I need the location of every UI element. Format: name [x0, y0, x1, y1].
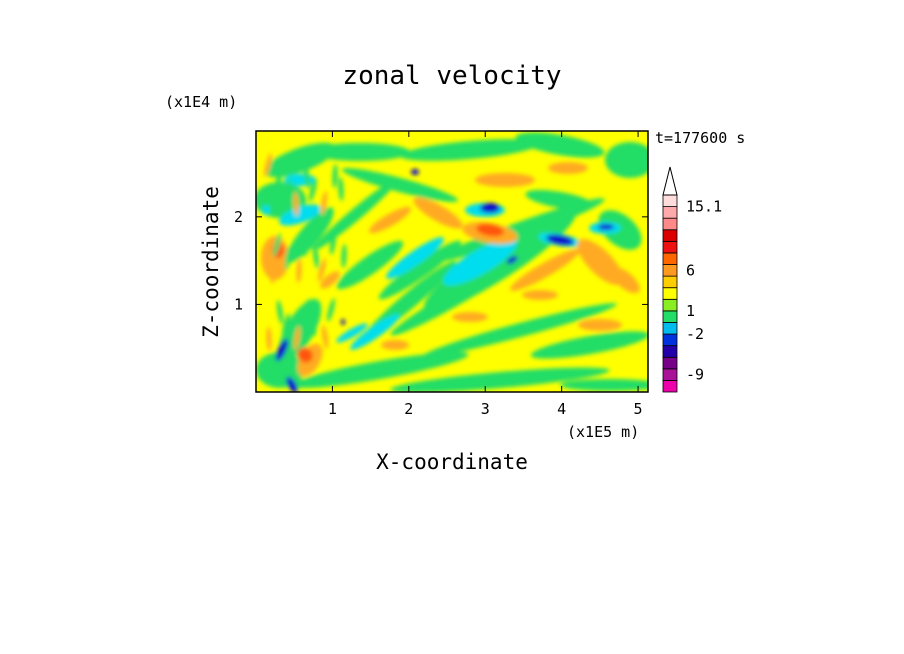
colorbar: -9 -2 1 6 15.1: [662, 166, 722, 393]
colorbar-swatch: [662, 275, 678, 289]
colorbar-swatch: [662, 206, 678, 219]
x-unit-label: (x1E5 m): [567, 423, 639, 441]
colorbar-label: -2: [686, 325, 704, 343]
colorbar-swatch: [662, 240, 678, 254]
velocity-field: [256, 132, 648, 392]
x-tick-label: 4: [557, 400, 566, 418]
x-tick-label: 2: [404, 400, 413, 418]
colorbar-swatch: [662, 194, 678, 207]
colorbar-swatch: [662, 310, 678, 323]
colorbar-swatch: [662, 217, 678, 231]
colorbar-swatch: [662, 333, 678, 347]
x-axis-label: X-coordinate: [376, 450, 528, 474]
plot-frame: [255, 130, 649, 393]
colorbar-swatch: [662, 264, 678, 277]
colorbar-swatch: [662, 322, 678, 335]
colorbar-swatch: [662, 287, 678, 300]
x-tick-label: 3: [481, 400, 490, 418]
colorbar-label: 6: [686, 261, 695, 279]
colorbar-swatch: [662, 252, 678, 265]
colorbar-swatch: [662, 380, 678, 393]
y-axis-ticks: 12: [234, 208, 648, 313]
time-label: t=177600 s: [655, 129, 745, 147]
colorbar-swatch: [662, 229, 678, 242]
colorbar-swatch: [662, 345, 678, 358]
colorbar-swatch: [662, 368, 678, 381]
colorbar-label: 1: [686, 302, 695, 320]
y-unit-label: (x1E4 m): [165, 93, 237, 111]
colorbar-swatch: [662, 356, 678, 370]
colorbar-extend-arrow: [662, 166, 678, 196]
colorbar-label: 15.1: [686, 198, 722, 216]
x-tick-label: 1: [328, 400, 337, 418]
x-tick-label: 5: [634, 400, 643, 418]
colorbar-swatch: [662, 298, 678, 312]
y-tick-label: 2: [234, 208, 243, 226]
y-tick-label: 1: [234, 295, 243, 313]
colorbar-label: -9: [686, 366, 704, 384]
x-axis-ticks: 1 2 3 4 5: [328, 131, 643, 418]
chart-title: zonal velocity: [342, 61, 561, 91]
y-axis-label: Z-coordinate: [199, 186, 223, 338]
